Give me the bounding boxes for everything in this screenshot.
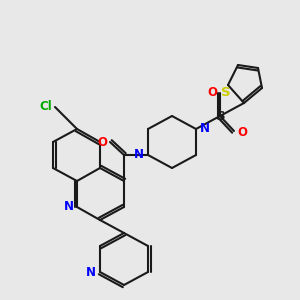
Text: S: S	[216, 110, 226, 124]
Text: N: N	[64, 200, 74, 214]
Text: O: O	[237, 127, 247, 140]
Text: O: O	[207, 86, 217, 100]
Text: N: N	[200, 122, 210, 136]
Text: N: N	[134, 148, 144, 161]
Text: Cl: Cl	[40, 100, 52, 113]
Text: S: S	[221, 86, 231, 100]
Text: O: O	[97, 136, 107, 148]
Text: N: N	[86, 266, 96, 278]
